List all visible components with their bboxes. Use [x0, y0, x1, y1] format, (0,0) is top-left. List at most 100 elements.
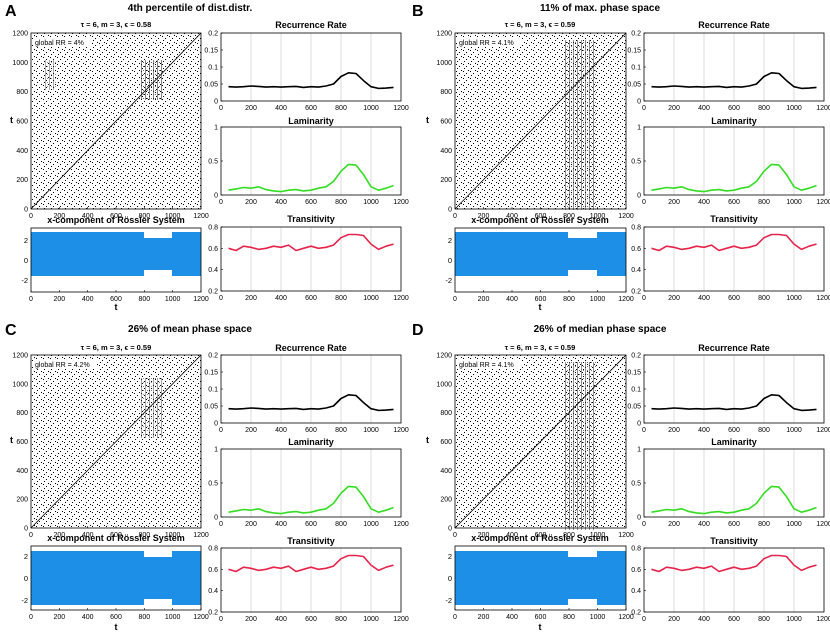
rp-annotation-box	[33, 37, 91, 47]
x-tick-label: 600	[535, 614, 547, 621]
x-tick-label: 0	[453, 296, 457, 303]
plot-title: Laminarity	[711, 116, 757, 126]
ts-fill	[568, 557, 597, 599]
ts-x-ticks: 0 200 400 600 800 1000 1200	[29, 290, 209, 303]
panel-title: 26% of mean phase space	[128, 324, 252, 335]
y-tick-label: 1	[214, 125, 218, 132]
x-tick-label: 1000	[363, 105, 379, 112]
timeseries-title: x-component of Rössler System	[47, 215, 185, 225]
x-tick-label: 1200	[193, 296, 209, 303]
y-tick-label: 1000	[436, 381, 452, 388]
panel-letter: A	[5, 3, 17, 20]
x-tick-label: 800	[563, 614, 575, 621]
x-tick-label: 400	[82, 532, 94, 539]
rp-params: τ = 6, m = 3, ϵ = 0.59	[505, 20, 576, 29]
x-tick-label: 1200	[393, 105, 409, 112]
x-tick-label: 800	[758, 105, 770, 112]
rp-params: τ = 6, m = 3, ϵ = 0.59	[505, 343, 576, 352]
trans-plot: Transitivity 0 200 400 600 800 1000 1200 0.2 0.4 0…	[208, 214, 409, 302]
x-tick-label: 400	[82, 614, 94, 621]
lam-plot: Laminarity 0 200 400 600 800 1000 1200 0 0.5 1	[631, 116, 830, 206]
y-tick-label: 0.15	[204, 370, 218, 377]
rp-x-ticks: 0 200 400 600 800 1000 1200	[453, 526, 634, 539]
y-tick-label: 1200	[436, 31, 452, 38]
y-tick-label: 0	[214, 99, 218, 106]
rp-annotation: global RR = 4.2%	[35, 362, 90, 369]
x-tick-label: 1200	[618, 614, 634, 621]
x-tick-label: 0	[29, 532, 33, 539]
x-tick-label: 800	[335, 199, 347, 206]
y-tick-label: 0.4	[208, 588, 218, 595]
x-tick-label: 200	[478, 532, 490, 539]
x-tick-label: 1200	[618, 532, 634, 539]
y-tick-label: 200	[440, 497, 452, 504]
y-tick-label: 1200	[12, 353, 28, 360]
ts-fill	[568, 238, 597, 270]
y-tick-label: 1000	[12, 381, 28, 388]
plot-title: Transitivity	[710, 536, 758, 546]
x-tick-label: 1000	[786, 427, 802, 434]
x-tick-label: 1200	[393, 521, 409, 528]
y-tick-label: 0	[448, 526, 452, 533]
plot-frame	[220, 547, 402, 613]
y-tick-label: 1000	[436, 60, 452, 67]
y-tick-label: 0.05	[627, 82, 641, 89]
x-tick-label: 800	[758, 521, 770, 528]
x-tick-label: 600	[535, 213, 547, 220]
series-line	[228, 163, 394, 193]
rp-diagonal	[30, 32, 202, 210]
y-tick-label: 1200	[436, 353, 452, 360]
plot-title: Recurrence Rate	[698, 343, 770, 353]
ts-y-tick: 0	[24, 574, 28, 583]
x-tick-label: 800	[335, 521, 347, 528]
x-tick-label: 800	[758, 616, 770, 623]
plot-title: Recurrence Rate	[275, 343, 347, 353]
y-tick-label: 0	[24, 207, 28, 214]
y-tick-label: 0.4	[631, 588, 641, 595]
plot-title: Recurrence Rate	[275, 20, 347, 30]
rp-structure-block	[45, 60, 57, 90]
plot-frame	[643, 226, 825, 292]
x-tick-label: 0	[453, 213, 457, 220]
ts-y-tick: 2	[448, 552, 452, 561]
x-tick-label: 200	[668, 199, 680, 206]
x-tick-label: 800	[563, 296, 575, 303]
y-tick-label: 0.6	[631, 246, 641, 253]
y-tick-label: 0.5	[208, 159, 218, 166]
x-tick-label: 600	[305, 427, 317, 434]
timeseries-title: x-component of Rössler System	[47, 533, 185, 543]
plot-title: Transitivity	[287, 536, 335, 546]
rp-x-ticks: 0 200 400 600 800 1000 1200	[29, 207, 209, 220]
x-tick-label: 600	[535, 296, 547, 303]
rr-plot: Recurrence Rate 0 200 400 600 800 1000 1200 0 0.0…	[204, 20, 409, 112]
x-tick-label: 0	[29, 213, 33, 220]
y-tick-label: 0.2	[631, 610, 641, 617]
x-tick-label: 200	[245, 199, 257, 206]
x-tick-label: 0	[642, 199, 646, 206]
ts-y-tick: -2	[21, 276, 28, 285]
y-tick-label: 400	[16, 148, 28, 155]
series-line	[228, 72, 394, 90]
x-tick-label: 200	[245, 521, 257, 528]
ts-x-ticks: 0 200 400 600 800 1000 1200	[453, 290, 634, 303]
x-tick-label: 400	[275, 616, 287, 623]
x-tick-label: 1000	[786, 521, 802, 528]
ts-fill	[144, 238, 172, 270]
x-tick-label: 800	[563, 532, 575, 539]
recurrence-plot: τ = 6, m = 3, ϵ = 0.59 global RR = 4.2% …	[10, 343, 209, 539]
rp-annotation-box	[33, 359, 97, 369]
rp-diagonal	[454, 354, 627, 529]
y-tick-label: 800	[440, 410, 452, 417]
x-tick-label: 600	[110, 213, 122, 220]
y-tick-label: 200	[16, 177, 28, 184]
rp-annotation-box	[457, 359, 521, 369]
x-tick-label: 600	[535, 532, 547, 539]
x-tick-label: 1200	[193, 614, 209, 621]
x-tick-label: 200	[668, 427, 680, 434]
x-tick-label: 1000	[590, 614, 606, 621]
panel-a: A 4th percentile of dist.distr. τ = 6, m…	[5, 3, 409, 312]
plot-frame	[220, 226, 402, 292]
y-tick-label: 600	[440, 119, 452, 126]
ts-y-tick: 2	[24, 552, 28, 561]
x-tick-label: 1200	[816, 427, 830, 434]
